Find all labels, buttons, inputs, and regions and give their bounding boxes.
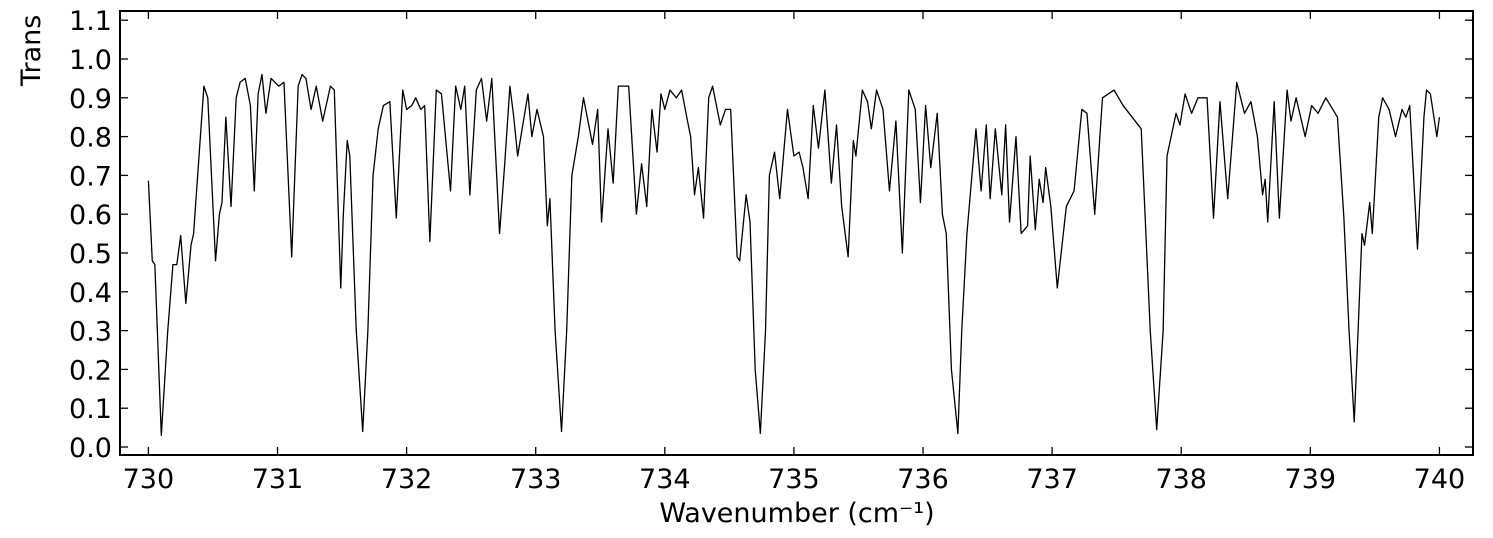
y-tick-label: 1.1 [69, 6, 112, 37]
y-axis-label: Trans [16, 15, 47, 87]
spectrum-line [147, 73, 1441, 437]
x-tick-label: 731 [252, 464, 304, 495]
y-tick-label: 0.0 [69, 433, 112, 464]
x-tick-label: 738 [1155, 464, 1207, 495]
y-tick-label: 0.1 [69, 394, 112, 425]
plot-frame [119, 10, 1474, 456]
x-tick-label: 732 [381, 464, 433, 495]
x-tick-label: 733 [510, 464, 562, 495]
y-tick-label: 0.5 [69, 239, 112, 270]
x-axis-label: Wavenumber (cm⁻¹) [659, 498, 934, 529]
x-tick-label: 730 [123, 464, 175, 495]
x-tick-label: 739 [1285, 464, 1337, 495]
y-tick-label: 0.4 [69, 278, 112, 309]
x-tick-label: 740 [1414, 464, 1466, 495]
y-tick-label: 0.6 [69, 200, 112, 231]
y-tick-label: 0.3 [69, 317, 112, 348]
x-tick-label: 735 [768, 464, 820, 495]
x-tick-label: 734 [639, 464, 691, 495]
y-tick-label: 0.8 [69, 123, 112, 154]
y-tick-label: 0.7 [69, 161, 112, 192]
y-tick-label: 1.0 [69, 45, 112, 76]
x-tick-label: 737 [1026, 464, 1078, 495]
y-tick-label: 0.2 [69, 355, 112, 386]
x-tick-label: 736 [897, 464, 949, 495]
y-tick-label: 0.9 [69, 84, 112, 115]
